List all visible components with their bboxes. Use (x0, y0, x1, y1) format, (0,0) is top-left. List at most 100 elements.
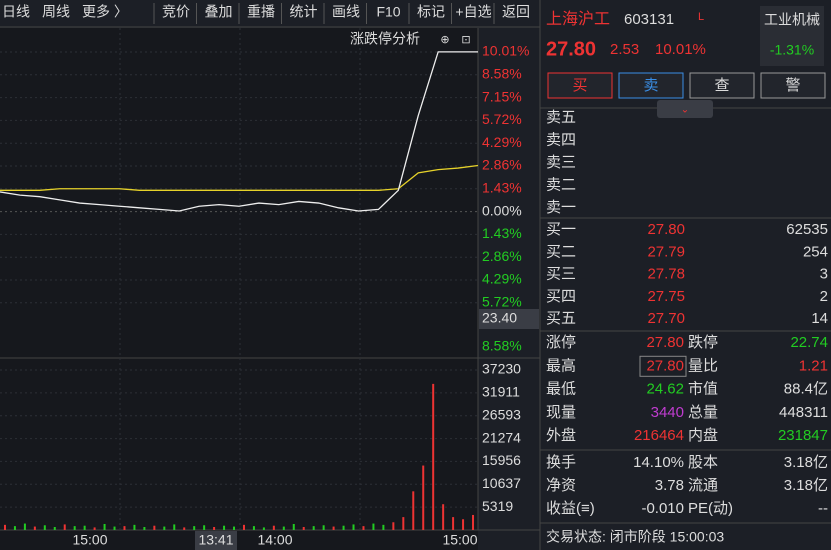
ask-label: 卖四 (546, 131, 576, 148)
volume-bar (223, 525, 226, 530)
bid-price: 27.78 (647, 266, 685, 283)
bid-label: 买一 (546, 221, 576, 238)
volume-bar (3, 524, 6, 530)
volume-bar (143, 526, 146, 530)
volume-bar (332, 526, 335, 530)
volume-bar (372, 523, 375, 530)
axis-label: 26593 (482, 406, 521, 422)
bid-label: 买四 (546, 288, 576, 305)
volume-bar (133, 524, 136, 530)
volume-bar (173, 524, 176, 530)
chart-title[interactable]: 涨跌停分析 (350, 31, 420, 47)
value: 3.18亿 (784, 477, 828, 494)
label: 量比 (688, 357, 718, 374)
toolbar-button[interactable]: 画线 (332, 4, 360, 20)
action-button[interactable] (760, 72, 826, 99)
icon[interactable]: ⊡ (461, 34, 470, 46)
value: 27.80 (646, 357, 684, 374)
stock-code: 603131 (624, 11, 674, 28)
volume-bar (163, 526, 166, 530)
volume-bar (412, 491, 415, 530)
value: 3440 (651, 404, 684, 421)
volume-bar (392, 522, 395, 530)
industry-change: -1.31% (770, 42, 814, 58)
axis-label: 2.86% (482, 248, 522, 264)
volume-bar (13, 526, 16, 530)
stock-name: 上海沪工 (546, 10, 610, 28)
action-button[interactable] (547, 72, 613, 99)
axis-label: 1.43% (482, 225, 522, 241)
label: 市值 (688, 381, 718, 398)
volume-bar (352, 524, 355, 530)
label: 外盘 (546, 426, 576, 444)
ask-label: 卖五 (546, 109, 576, 126)
time-label: 15:00 (72, 532, 107, 548)
toolbar-item[interactable]: 日线 (2, 4, 30, 20)
toolbar-button[interactable]: 竞价 (162, 4, 190, 20)
volume-bar (432, 383, 435, 530)
ask-label: 卖一 (546, 199, 576, 216)
axis-label: 10637 (482, 475, 521, 491)
bid-price: 27.80 (647, 221, 685, 238)
volume-bar (322, 525, 325, 530)
volume-bar (93, 527, 96, 530)
value: 27.80 (646, 334, 684, 351)
toolbar-item[interactable]: 周线 (42, 4, 70, 20)
volume-bar (342, 525, 345, 530)
value: 24.62 (646, 381, 684, 398)
axis-label: 5.72% (482, 294, 522, 310)
action-button[interactable] (689, 72, 755, 99)
label: 总量 (688, 404, 718, 421)
price-cursor-box (479, 309, 539, 329)
change: 2.53 (610, 41, 639, 58)
action-label: 警 (785, 77, 800, 94)
toolbar-button[interactable]: 重播 (247, 4, 275, 20)
expand-icon: ⌄ (681, 105, 689, 116)
value: -0.010 (641, 500, 684, 517)
volume-bar (153, 525, 156, 530)
axis-label: 4.29% (482, 271, 522, 287)
price: 27.80 (546, 38, 596, 60)
axis-label: 21274 (482, 429, 521, 445)
bid-label: 买五 (546, 310, 576, 327)
toolbar-item[interactable]: 更多 〉 (82, 4, 128, 20)
bid-volume: 2 (820, 288, 828, 305)
label: 收益(≡) (546, 500, 595, 517)
axis-label: 31911 (482, 384, 520, 400)
toolbar-button[interactable]: 返回 (502, 4, 530, 20)
axis-label: 8.58% (482, 338, 522, 354)
volume-bar (442, 504, 445, 530)
toolbar-button[interactable]: 标记 (417, 4, 445, 20)
value: 231847 (778, 427, 828, 444)
volume-bar (382, 524, 385, 530)
flag: L (698, 11, 704, 23)
value: 216464 (634, 427, 684, 444)
label: 现量 (546, 404, 576, 421)
toolbar-button[interactable]: 统计 (290, 4, 318, 20)
action-button[interactable] (618, 72, 684, 99)
volume-bar (302, 526, 305, 530)
industry-box[interactable] (760, 6, 824, 66)
axis-label: 5.72% (482, 111, 522, 127)
axis-label: 2.86% (482, 157, 522, 173)
icon[interactable]: ⊕ (440, 34, 449, 46)
volume-bar (292, 523, 295, 530)
toolbar-button[interactable]: 叠加 (205, 4, 233, 20)
value: 3.78 (655, 477, 684, 494)
value: 22.74 (790, 334, 828, 351)
toolbar-button[interactable]: F10 (376, 4, 400, 20)
action-label: 买 (572, 77, 587, 94)
time-label: 14:00 (257, 532, 292, 548)
toolbar-button[interactable]: +自选 (455, 4, 491, 20)
axis-label: 15956 (482, 452, 521, 468)
label: 换手 (546, 454, 576, 471)
volume-bar (312, 526, 315, 530)
volume-bar (462, 519, 465, 530)
axis-label: 7.15% (482, 88, 522, 104)
value: 1.21 (799, 357, 828, 374)
label: 流通 (688, 477, 718, 494)
time-cursor-box (195, 531, 237, 550)
chart-bg (0, 28, 478, 550)
label: 内盘 (688, 426, 718, 444)
expand-tab[interactable] (657, 100, 713, 118)
